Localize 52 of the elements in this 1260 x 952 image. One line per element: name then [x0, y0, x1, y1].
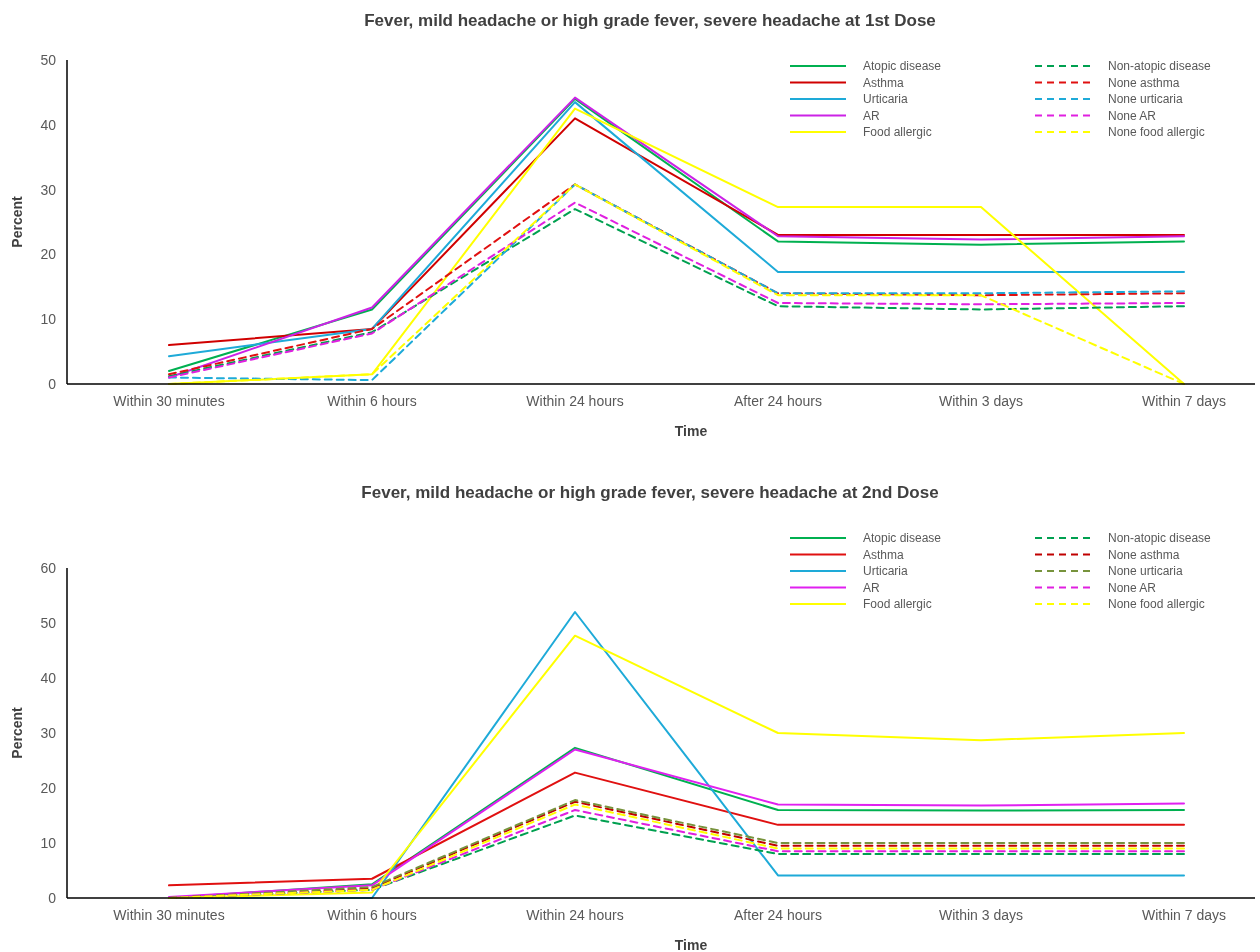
y-tick-label: 40: [40, 669, 57, 686]
x-tick-label: Within 24 hours: [526, 393, 624, 409]
legend-label: Asthma: [863, 75, 905, 90]
y-tick-label: 10: [40, 834, 57, 851]
legend-label: None asthma: [1108, 547, 1180, 562]
y-axis-title: Percent: [9, 706, 25, 759]
x-axis-title: Time: [674, 937, 708, 952]
legend-label: None AR: [1108, 108, 1157, 123]
x-tick-label: Within 7 days: [1141, 393, 1227, 409]
x-tick-label: Within 30 minutes: [113, 907, 225, 923]
legend-label: Asthma: [863, 547, 905, 562]
x-tick-label: Within 30 minutes: [113, 393, 225, 409]
legend-label: Food allergic: [863, 125, 932, 140]
chart-title: Fever, mild headache or high grade fever, severe headache at 2nd Dose: [361, 483, 939, 502]
y-tick-label: 40: [40, 116, 57, 133]
x-tick-label: Within 3 days: [938, 907, 1024, 923]
legend-label: Atopic disease: [863, 531, 942, 546]
y-tick-label: 20: [40, 246, 57, 263]
x-tick-label: Within 6 hours: [327, 393, 417, 409]
legend-label: Urticaria: [863, 92, 908, 107]
y-axis-title: Percent: [9, 195, 25, 248]
y-tick-label: 0: [48, 375, 57, 392]
y-tick-label: 50: [40, 614, 57, 631]
legend-label: None asthma: [1108, 75, 1180, 90]
y-tick-label: 10: [40, 311, 57, 328]
x-tick-label: After 24 hours: [734, 907, 822, 923]
legend-label: None AR: [1108, 580, 1157, 595]
legend-label: Atopic disease: [863, 59, 942, 74]
x-tick-label: Within 7 days: [1141, 907, 1227, 923]
y-tick-label: 30: [40, 181, 57, 198]
line-series: [168, 771, 1185, 887]
legend-label: Non-atopic disease: [1108, 531, 1212, 546]
y-tick-label: 50: [40, 51, 57, 68]
x-axis-title: Time: [674, 423, 708, 439]
legend-label: Food allergic: [863, 597, 932, 612]
x-tick-label: Within 24 hours: [526, 907, 624, 923]
x-tick-label: After 24 hours: [734, 393, 822, 409]
chart-title: Fever, mild headache or high grade fever, severe headache at 1st Dose: [364, 11, 936, 30]
legend-label: None food allergic: [1108, 125, 1205, 140]
legend-label: None food allergic: [1108, 597, 1205, 612]
legend-label: Urticaria: [863, 564, 908, 579]
y-tick-label: 20: [40, 779, 57, 796]
legend-label: AR: [863, 108, 880, 123]
legend-label: None urticaria: [1108, 564, 1184, 579]
y-tick-label: 60: [40, 559, 57, 576]
legend-label: Non-atopic disease: [1108, 59, 1212, 74]
legend-label: None urticaria: [1108, 92, 1184, 107]
legend-label: AR: [863, 580, 880, 595]
y-tick-label: 0: [48, 889, 57, 906]
x-tick-label: Within 3 days: [938, 393, 1024, 409]
y-tick-label: 30: [40, 724, 57, 741]
x-tick-label: Within 6 hours: [327, 907, 417, 923]
